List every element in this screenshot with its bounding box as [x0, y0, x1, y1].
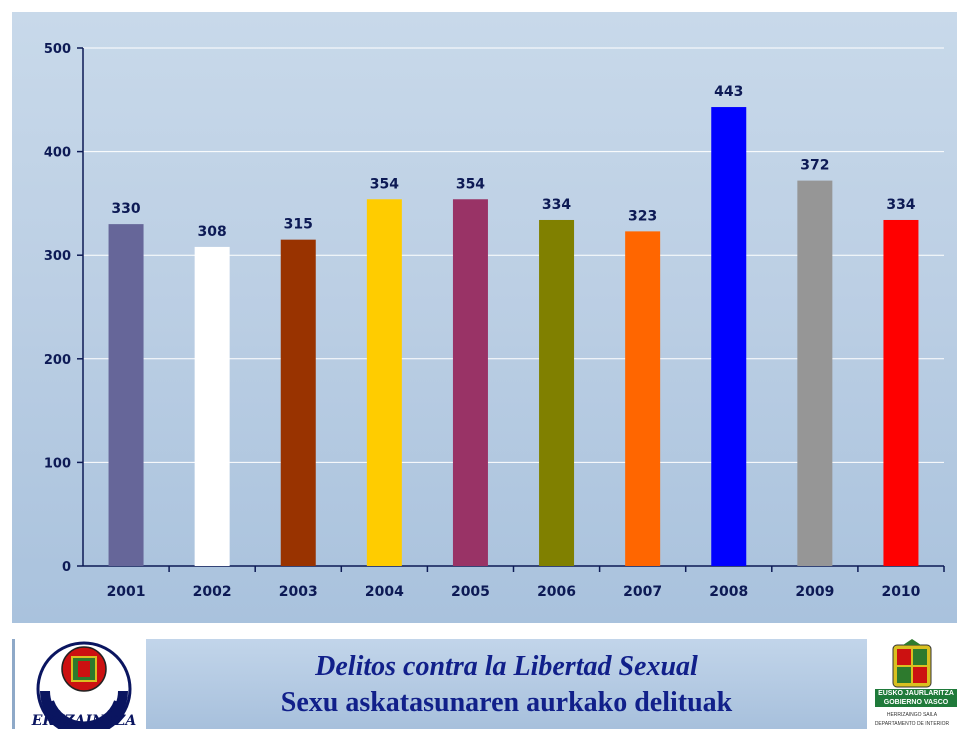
gov-badge: EUSKO JAURLARITZA GOBIERNO VASCO — [875, 689, 957, 707]
data-label: 315 — [284, 217, 313, 233]
footer-banner: ERTZAINTZA Delitos contra la Libertad Se… — [12, 631, 957, 733]
title-box: Delitos contra la Libertad Sexual Sexu a… — [146, 639, 867, 729]
y-tick-label: 300 — [44, 249, 71, 264]
x-tick-label: 2006 — [537, 584, 576, 600]
data-label: 334 — [542, 197, 571, 213]
gov-name-spanish: GOBIERNO VASCO — [883, 699, 949, 706]
x-tick-label: 2003 — [279, 584, 318, 600]
ertzaintza-logo-text: ERTZAINTZA — [31, 713, 137, 729]
bar-2001 — [108, 224, 144, 566]
ertzaintza-logo: ERTZAINTZA — [22, 639, 146, 733]
x-tick-label: 2001 — [107, 584, 146, 600]
title-basque: Sexu askatasunaren aurkako delituak — [280, 687, 733, 718]
bar-chart: 0 100 200 300 400 500 330 2001 308 2002 315 2003 354… — [44, 42, 945, 600]
dept-basque: HERRIZAINGO SAILA — [886, 712, 938, 718]
data-label: 308 — [198, 224, 227, 240]
x-tick-label: 2007 — [623, 584, 662, 600]
data-label: 354 — [370, 176, 399, 192]
x-tick-label: 2002 — [193, 584, 232, 600]
bar-2005 — [452, 199, 488, 567]
chart-panel: 0 100 200 300 400 500 330 2001 308 2002 315 2003 354… — [12, 12, 957, 623]
dept-spanish: DEPARTAMENTO DE INTERIOR — [874, 721, 950, 727]
bar-2006 — [539, 219, 575, 566]
title-spanish: Delitos contra la Libertad Sexual — [315, 651, 698, 682]
data-label: 354 — [456, 176, 485, 192]
y-tick-label: 100 — [44, 456, 71, 471]
x-tick-label: 2009 — [795, 584, 834, 600]
data-label: 372 — [800, 158, 829, 174]
left-divider — [12, 639, 15, 729]
bar-2007 — [625, 231, 661, 566]
x-tick-label: 2010 — [881, 584, 920, 600]
bar-2009 — [797, 180, 833, 566]
y-tick-label: 0 — [62, 560, 71, 575]
gobierno-vasco-logo: EUSKO JAURLARITZA GOBIERNO VASCO HERRIZA… — [867, 639, 957, 729]
bar-2004 — [366, 199, 402, 567]
data-label: 330 — [111, 201, 140, 217]
coat-of-arms-icon — [892, 639, 932, 688]
y-tick-label: 400 — [44, 146, 71, 161]
y-tick-label: 500 — [44, 42, 71, 57]
y-tick-label: 200 — [44, 353, 71, 368]
x-tick-label: 2008 — [709, 584, 748, 600]
x-tick-label: 2005 — [451, 584, 490, 600]
bar-2008 — [711, 107, 747, 566]
bar-2002 — [194, 246, 230, 567]
data-label: 334 — [886, 197, 915, 213]
gov-name-basque: EUSKO JAURLARITZA — [878, 690, 954, 697]
x-tick-label: 2004 — [365, 584, 404, 600]
bar-2003 — [280, 239, 316, 566]
data-label: 443 — [714, 84, 743, 100]
data-label: 323 — [628, 208, 657, 224]
bar-2010 — [883, 219, 919, 566]
